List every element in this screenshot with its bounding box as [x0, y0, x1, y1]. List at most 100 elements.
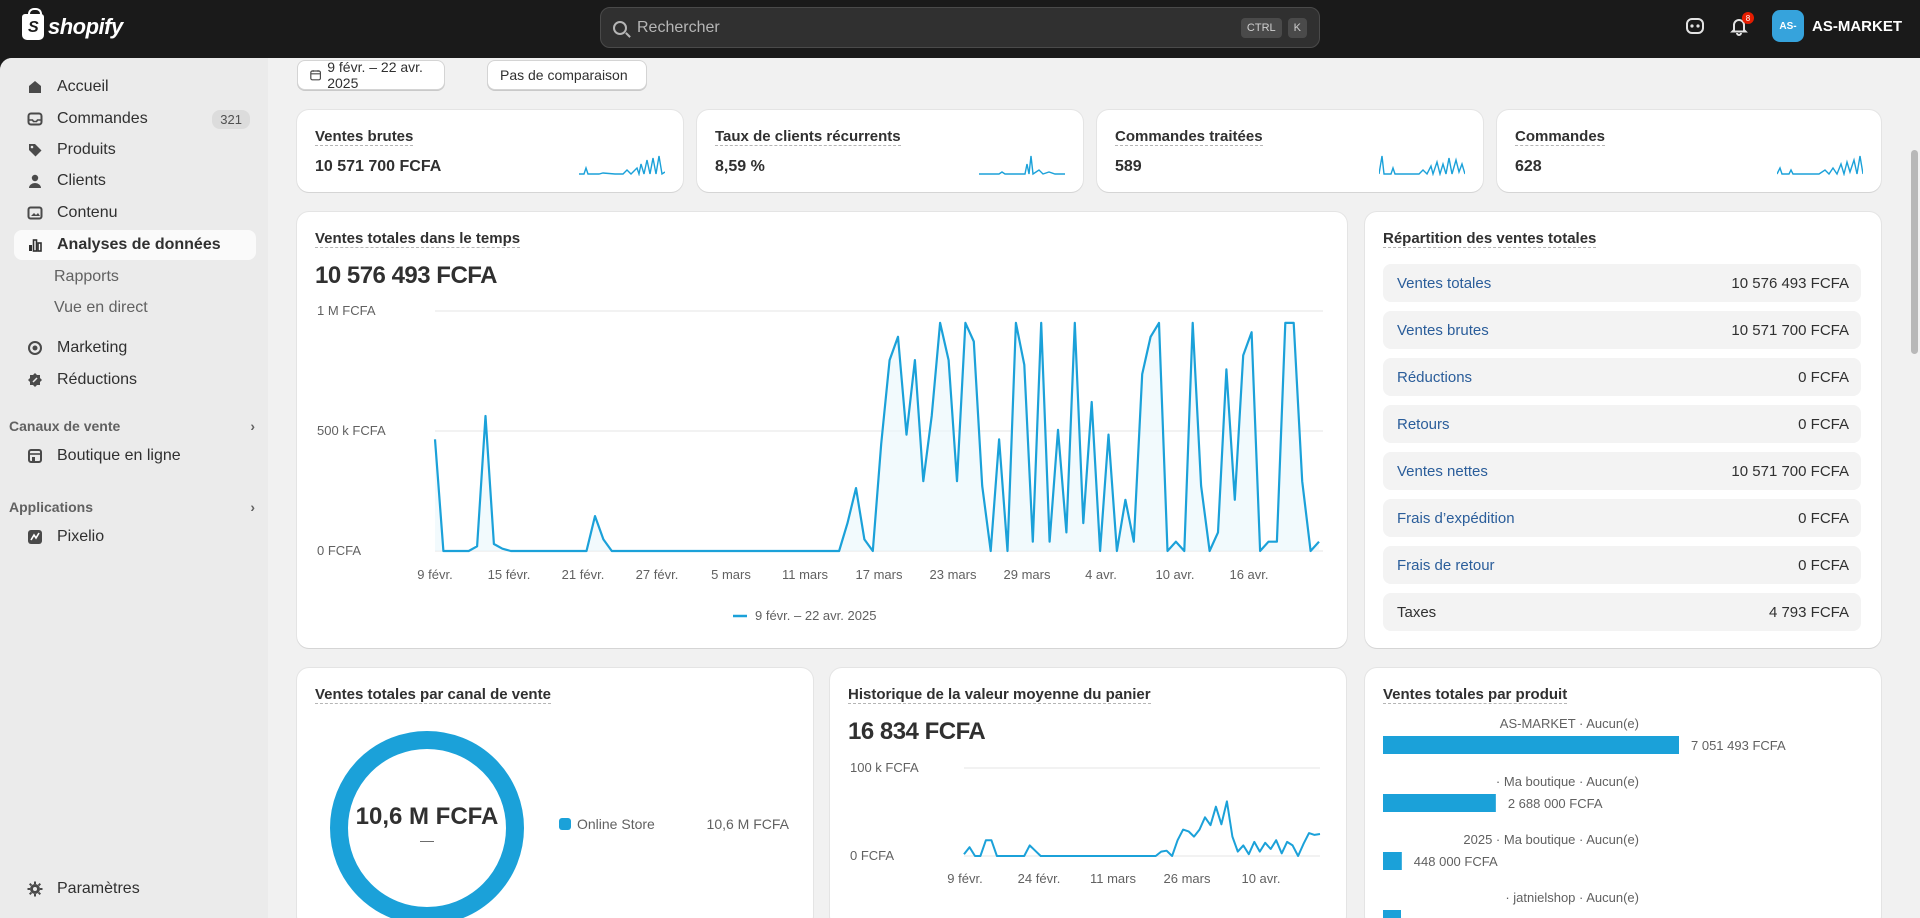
gear-icon [26, 881, 43, 898]
main-content: 9 févr. – 22 avr. 2025 Pas de comparaiso… [268, 58, 1908, 918]
breakdown-label: Taxes [1397, 603, 1437, 621]
sidebar-item-analytics[interactable]: Analyses de données [14, 230, 256, 260]
legend-label: 9 févr. – 22 avr. 2025 [755, 608, 876, 623]
donut-slice-online-store[interactable] [330, 731, 524, 918]
product-bar-value: 2 688 000 FCFA [1508, 796, 1603, 811]
breakdown-row[interactable]: Retours 0 FCFA [1383, 405, 1861, 443]
search-bar[interactable]: CTRL K [600, 7, 1320, 48]
sidebar-item-discounts[interactable]: Réductions [14, 365, 256, 395]
channel-donut-chart [330, 731, 524, 918]
product-bar-label: · Ma boutique · Aucun(e) [1496, 774, 1639, 789]
sidekick-icon[interactable] [1684, 15, 1706, 37]
sales-series-line[interactable] [433, 321, 1320, 553]
product-bar[interactable] [1383, 910, 1401, 918]
person-icon [26, 173, 43, 190]
sidebar-item-customers[interactable]: Clients [14, 166, 256, 196]
product-bar-label: AS-MARKET · Aucun(e) [1500, 716, 1639, 731]
search-input[interactable] [637, 18, 1235, 37]
x-tick-label: 9 févr. [417, 567, 452, 582]
date-range-picker[interactable]: 9 févr. – 22 avr. 2025 [297, 59, 445, 91]
target-icon [26, 340, 43, 357]
sidebar-subitem-live-view[interactable]: Vue en direct [54, 299, 148, 316]
sidebar-item-marketing[interactable]: Marketing [14, 333, 256, 363]
legend-value: 10,6 M FCFA [706, 816, 789, 832]
breakdown-label[interactable]: Ventes brutes [1397, 321, 1489, 339]
breakdown-value: 0 FCFA [1798, 415, 1849, 433]
breakdown-row[interactable]: Réductions 0 FCFA [1383, 358, 1861, 396]
product-bar-chart: AS-MARKET · Aucun(e) 7 051 493 FCFA · Ma b… [1383, 716, 1786, 918]
channel-legend-item[interactable]: Online Store [559, 816, 655, 832]
apps-section[interactable]: Applications › [9, 499, 255, 515]
sidebar-item-home[interactable]: Accueil [14, 72, 256, 102]
product-bar[interactable] [1383, 794, 1496, 812]
avg-cart-card: Historique de la valeur moyenne du panie… [830, 668, 1346, 918]
sidebar-subitem-reports[interactable]: Rapports [54, 268, 119, 285]
metric-card-fulfilled-orders[interactable]: Commandes traitées 589 [1097, 110, 1483, 192]
sidebar-item-label: Produits [57, 141, 116, 158]
chevron-right-icon: › [250, 499, 255, 515]
x-tick-label: 11 mars [782, 567, 828, 582]
sidebar-item-online-store[interactable]: Boutique en ligne [14, 441, 256, 471]
x-tick-label: 23 mars [930, 567, 977, 582]
comparison-picker[interactable]: Pas de comparaison [487, 60, 647, 90]
avg-cart-series-line[interactable] [963, 800, 1321, 857]
sidebar-item-label: Réductions [57, 371, 138, 388]
x-tick-label: 16 avr. [1229, 567, 1268, 582]
y-tick-label: 100 k FCFA [850, 760, 919, 775]
sidebar-item-content[interactable]: Contenu [14, 198, 256, 228]
bell-icon[interactable]: 8 [1728, 12, 1754, 37]
sidebar-item-label: Marketing [57, 339, 128, 356]
breakdown-row[interactable]: Ventes nettes 10 571 700 FCFA [1383, 452, 1861, 490]
brand-name: shopify [48, 14, 123, 39]
sparkline [1379, 155, 1465, 176]
home-icon [26, 79, 43, 96]
total-sales-value: 10 576 493 FCFA [315, 262, 497, 289]
breakdown-label[interactable]: Frais de retour [1397, 556, 1495, 574]
card-title: Ventes totales par produit [1383, 686, 1568, 704]
sidebar-item-pixelio[interactable]: Pixelio [14, 522, 256, 552]
shortcut-ctrl: CTRL [1240, 17, 1282, 38]
card-title: Répartition des ventes totales [1383, 230, 1597, 248]
breakdown-row[interactable]: Taxes 4 793 FCFA [1383, 593, 1861, 631]
page-scrollbar[interactable] [1908, 58, 1920, 918]
product-bar[interactable] [1383, 852, 1402, 870]
metric-card-returning-rate[interactable]: Taux de clients récurrents 8,59 % [697, 110, 1083, 192]
scroll-thumb[interactable] [1911, 150, 1918, 354]
product-bar-label: · jatnielshop · Aucun(e) [1505, 890, 1639, 905]
sidebar-item-label: Paramètres [57, 880, 140, 897]
breakdown-label[interactable]: Ventes totales [1397, 274, 1492, 292]
breakdown-row[interactable]: Frais de retour 0 FCFA [1383, 546, 1861, 584]
breakdown-label[interactable]: Réductions [1397, 368, 1473, 386]
metric-card-orders[interactable]: Commandes 628 [1497, 110, 1881, 192]
x-tick-label: 26 mars [1164, 871, 1211, 886]
sales-by-channel-card: Ventes totales par canal de vente 10,6 M… [297, 668, 813, 918]
sales-channels-section[interactable]: Canaux de vente › [9, 418, 255, 434]
breakdown-value: 0 FCFA [1798, 509, 1849, 527]
breakdown-label[interactable]: Ventes nettes [1397, 462, 1488, 480]
sales-by-product-card: Ventes totales par produit AS-MARKET · A… [1365, 668, 1881, 918]
legend-label: Online Store [577, 816, 655, 832]
metric-value: 628 [1515, 158, 1542, 175]
breakdown-value: 4 793 FCFA [1768, 603, 1849, 621]
store-name: AS-MARKET [1812, 17, 1902, 35]
sidebar-item-label: Analyses de données [57, 236, 221, 253]
breakdown-label[interactable]: Retours [1397, 415, 1450, 433]
sidebar-item-settings[interactable]: Paramètres [14, 874, 256, 904]
shopify-logo[interactable]: S shopify [22, 8, 123, 40]
sales-over-time-card: Ventes totales dans le temps 10 576 493 … [297, 212, 1347, 648]
comparison-label: Pas de comparaison [500, 67, 628, 83]
sidebar-item-orders[interactable]: Commandes 321 [14, 104, 256, 134]
breakdown-row[interactable]: Ventes brutes 10 571 700 FCFA [1383, 311, 1861, 349]
store-menu-button[interactable]: AS- AS-MARKET [1772, 10, 1902, 42]
pixelio-app-icon [26, 529, 43, 546]
breakdown-value: 10 571 700 FCFA [1731, 462, 1849, 480]
metric-card-gross-sales[interactable]: Ventes brutes 10 571 700 FCFA [297, 110, 683, 192]
product-bar[interactable] [1383, 736, 1679, 754]
card-title: Historique de la valeur moyenne du panie… [848, 686, 1151, 704]
x-tick-label: 9 févr. [947, 871, 982, 886]
breakdown-row[interactable]: Ventes totales 10 576 493 FCFA [1383, 264, 1861, 302]
sidebar-item-products[interactable]: Produits [14, 135, 256, 165]
breakdown-value: 0 FCFA [1798, 368, 1849, 386]
breakdown-row[interactable]: Frais d’expédition 0 FCFA [1383, 499, 1861, 537]
breakdown-label[interactable]: Frais d’expédition [1397, 509, 1515, 527]
